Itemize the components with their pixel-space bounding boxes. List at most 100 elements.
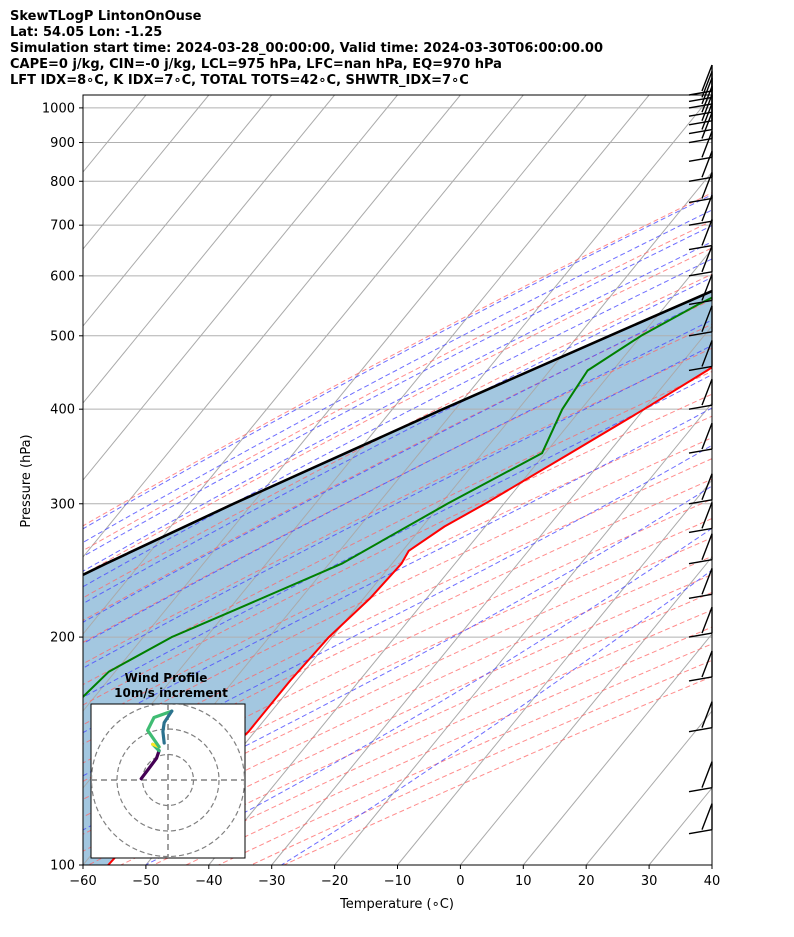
moist-adiabat-line (83, 241, 712, 572)
moist-adiabat-line (83, 276, 712, 605)
hodograph-trace (161, 709, 174, 745)
isotherm-line (83, 95, 587, 712)
dewpoint-point (755, 275, 757, 277)
y-tick-label: 400 (50, 403, 75, 418)
isotherm-line (83, 95, 398, 481)
temperature-point (408, 550, 410, 552)
dewpoint-point (697, 303, 699, 306)
dewpoint-point (170, 636, 173, 638)
temperature-point (643, 408, 645, 410)
temperature-point (443, 525, 446, 528)
dry-adiabat-line (83, 192, 712, 527)
dry-adiabat-line (83, 220, 712, 552)
chart-title: SkewTLogP LintonOnOuse (10, 9, 202, 24)
isotherm-line (83, 95, 210, 250)
dewpoint-point (561, 408, 564, 410)
hodograph-ring (116, 728, 220, 832)
temperature-point (400, 562, 403, 565)
location-line: Lat: 54.05 Lon: -1.25 (10, 25, 163, 40)
isotherm-line (522, 633, 712, 865)
temperature-point (289, 680, 291, 682)
temperature-point (484, 502, 486, 505)
x-tick-label: −20 (321, 874, 348, 889)
parcel-point (441, 408, 444, 410)
isotherm-line (271, 325, 712, 865)
isotherm-line (711, 864, 712, 865)
dry-adiabat-line (83, 437, 712, 745)
hodograph-trace (146, 709, 174, 749)
y-tick-label: 600 (50, 269, 75, 284)
moist-adiabat-line (83, 444, 712, 777)
y-tick-label: 1000 (42, 101, 75, 116)
dewpoint-point (446, 502, 449, 505)
hodograph-title: Wind Profile (125, 671, 208, 685)
params-line-1: CAPE=0 j/kg, CIN=-0 j/kg, LCL=975 hPa, L… (10, 57, 502, 72)
y-tick-label: 700 (50, 219, 75, 234)
dewpoint-line (83, 296, 712, 699)
isotherm-line (83, 95, 524, 635)
dewpoint-point (340, 562, 343, 565)
hodograph-plot (91, 704, 245, 858)
dry-adiabat-line (83, 415, 712, 726)
y-tick-label: 200 (50, 631, 75, 646)
dewpoint-point (46, 731, 48, 733)
parcel-point (746, 275, 748, 277)
dewpoint-point (640, 335, 642, 337)
dry-adiabat-line (83, 298, 712, 621)
x-tick-label: 0 (456, 874, 464, 889)
x-tick-label: 30 (641, 874, 658, 889)
temperature-line (107, 366, 712, 865)
temperature-point (706, 369, 708, 372)
dewpoint-point (541, 452, 543, 454)
time-line: Simulation start time: 2024-03-28_00:00:… (10, 41, 603, 56)
y-tick-label: 100 (50, 859, 75, 874)
parcel-point (105, 562, 107, 565)
temperature-point (760, 335, 762, 337)
x-tick-label: −60 (69, 874, 96, 889)
moist-adiabat-line (83, 485, 712, 831)
x-axis-label: Temperature (∘C) (339, 897, 454, 912)
hodograph-inset: Wind Profile 10m/s increment (90, 671, 246, 859)
isotherm-line (145, 171, 712, 865)
dry-adiabat-line (83, 478, 712, 782)
y-tick-label: 500 (50, 329, 75, 344)
hodograph-trace (139, 749, 161, 781)
x-tick-label: −30 (258, 874, 285, 889)
dry-adiabat-line (83, 323, 712, 643)
isotherm-line (83, 95, 273, 327)
temperature-point (328, 636, 330, 638)
isotherm-line (397, 479, 712, 865)
isotherm-line (83, 95, 84, 96)
temperature-point (569, 452, 572, 454)
x-tick-label: −40 (195, 874, 222, 889)
isotherm-line (83, 95, 461, 558)
moist-adiabat-line (83, 225, 712, 558)
moist-adiabat-line (83, 407, 712, 734)
x-tick-label: 10 (515, 874, 532, 889)
y-tick-label: 900 (50, 136, 75, 151)
hodograph-subtitle: 10m/s increment (114, 686, 228, 700)
moist-adiabat-line (83, 258, 712, 588)
isotherm-line (334, 402, 712, 865)
profile-lines (46, 275, 762, 865)
dry-adiabat-line (83, 370, 712, 686)
dewpoint-point (243, 604, 246, 607)
dewpoint-point (107, 670, 110, 673)
x-tick-label: −50 (132, 874, 159, 889)
y-tick-label: 300 (50, 497, 75, 512)
parcel-point (232, 502, 235, 505)
params-line-2: LFT IDX=8∘C, K IDX=7∘C, TOTAL TOTS=42∘C,… (10, 73, 469, 88)
axes: Temperature (∘C) Pressure (hPa) −60 −50 −4… (19, 101, 720, 912)
isotherm-line (460, 556, 712, 865)
grid-lines (83, 95, 712, 865)
x-tick-label: 20 (578, 874, 595, 889)
isotherm-line (585, 710, 712, 865)
parcel-line (83, 289, 712, 577)
isotherm-line (83, 95, 335, 404)
temperature-point (369, 597, 371, 600)
x-tick-label: −10 (384, 874, 411, 889)
x-tick-label: 40 (704, 874, 721, 889)
parcel-point (608, 335, 611, 337)
chart-header: SkewTLogP LintonOnOuse Lat: 54.05 Lon: -… (10, 9, 603, 89)
